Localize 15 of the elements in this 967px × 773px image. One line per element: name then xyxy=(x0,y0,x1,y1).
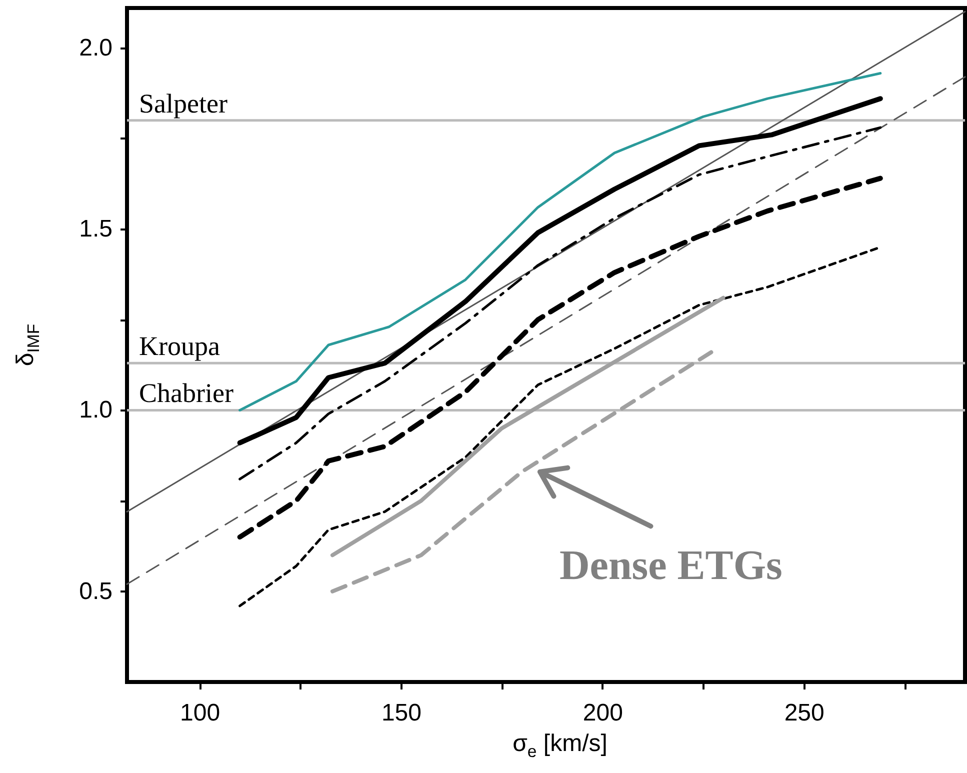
ref-line-label: Salpeter xyxy=(139,88,228,118)
y-tick-label: 2.0 xyxy=(79,34,112,62)
x-axis-title: σ$_{e}$ [km/s] xyxy=(512,730,608,762)
x-tick-label: 100 xyxy=(180,700,220,726)
x-tick-label: 150 xyxy=(381,700,422,726)
ref-line-label: Kroupa xyxy=(139,331,220,362)
x-tick-label: 200 xyxy=(582,700,623,726)
y-tick-label: 1.5 xyxy=(79,216,112,243)
y-tick-label: 1.0 xyxy=(79,396,112,424)
line-series xyxy=(238,72,882,412)
ref-line-label: Chabrier xyxy=(139,378,234,408)
y-tick-label: 0.5 xyxy=(79,578,112,605)
annotation: Dense ETGs xyxy=(559,543,782,590)
line-series xyxy=(238,126,882,480)
x-tick-label: 250 xyxy=(784,700,824,726)
